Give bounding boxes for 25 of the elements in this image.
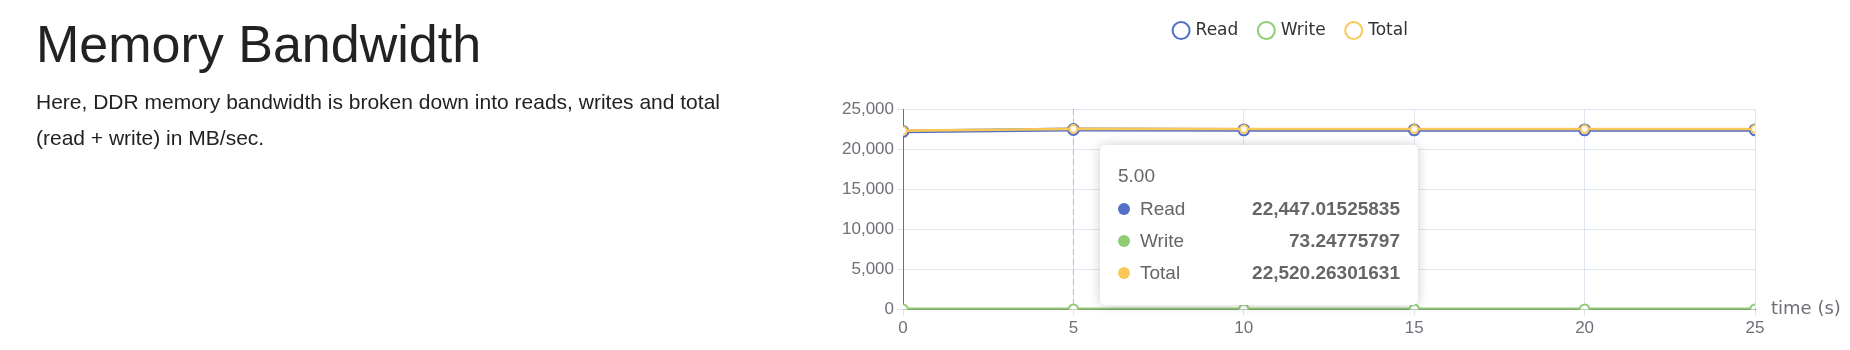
annotation: 5.00 [1118, 164, 1156, 188]
text: Total [1140, 262, 1181, 283]
y-tick-label: 5,000 [851, 259, 894, 279]
x-tick-label: 15 [1404, 318, 1424, 338]
text: Write [1280, 18, 1326, 39]
legend-label: Total [1367, 18, 1408, 39]
annotation: 22,447.01525835 [1252, 198, 1400, 220]
legend-label: Write [1140, 230, 1185, 252]
x-tick-label: 5 [1068, 318, 1079, 338]
y-tick-label: 10,000 [842, 219, 894, 239]
y-tick-label: 25,000 [842, 98, 894, 118]
x-tick-label: 20 [1575, 318, 1595, 338]
y-tick-label: 15,000 [842, 178, 894, 198]
y-tick-label: 20,000 [842, 138, 894, 158]
text: Here, DDR memory bandwidth is broken down into reads, writes and total (read + write) in MB/sec. [36, 89, 721, 151]
y-tick-label: 0 [884, 299, 894, 319]
annotation: 73.24775797 [1289, 230, 1400, 252]
x-tick-label: 0 [898, 318, 908, 338]
text: Memory Bandwidth [36, 14, 482, 74]
annotation: 22,520.26301631 [1252, 262, 1400, 284]
x-tick-label: 10 [1234, 318, 1254, 338]
text: Read [1195, 18, 1239, 39]
x-tick-label: 25 [1745, 318, 1765, 338]
legend-label: Read [1140, 198, 1187, 220]
x-axis-title: time (s) [1771, 297, 1841, 319]
